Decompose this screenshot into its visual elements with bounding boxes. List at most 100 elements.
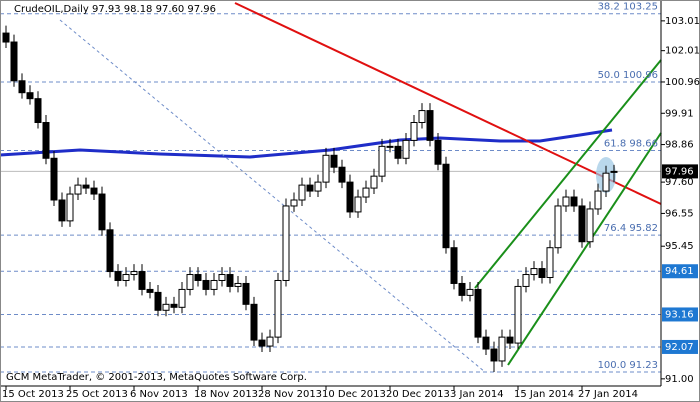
candle-body [274,279,282,338]
y-tick-label: 96.55 [665,208,694,219]
candle-body [114,271,122,281]
candle-body [394,145,402,159]
candle-body [458,282,466,296]
x-tick-label: 15 Jan 2014 [514,389,574,400]
candle-body [362,187,370,198]
candle-body [10,41,18,82]
fib-label: 38.2 103.25 [598,2,658,13]
candle-body [354,196,362,213]
candle-body [58,199,66,222]
candle-body [234,282,242,287]
y-tick-label: 97.60 [665,177,694,188]
candle-body [106,229,114,273]
candle-body [26,92,34,100]
x-tick-label: 3 Jan 2014 [450,389,504,400]
candle-body [226,274,234,287]
candle-body [186,274,194,290]
candle-body [570,196,578,207]
candle-body [586,208,594,243]
trend-line-dotted [59,19,486,373]
moving-average [0,128,613,159]
candle-body [466,288,474,296]
candle-body [154,291,162,311]
candle-body [282,205,290,281]
x-tick-label: 27 Jan 2014 [578,389,638,400]
candle-body [378,145,386,177]
candle-body [50,157,58,201]
candle-body [146,288,154,293]
candle-body [170,303,178,308]
candle-body [610,170,618,173]
candle-body [410,122,418,141]
candle-body [474,288,482,338]
candle-body [450,247,458,284]
candle-body [82,184,90,189]
y-tick-label: 102.01 [665,46,700,57]
y-tick-label: 98.86 [665,140,694,151]
x-tick-label: 28 Nov 2013 [258,389,322,400]
candle-body [514,285,522,344]
x-tick-label: 25 Oct 2013 [66,389,128,400]
price-marker-label: 92.07 [665,342,694,353]
candles [2,25,618,372]
candle-body [210,279,218,290]
fib-label: 61.8 98.66 [604,139,658,150]
candle-body [98,193,106,231]
x-tick-label: 6 Nov 2013 [130,389,188,400]
candle-body [490,348,498,362]
candle-body [538,268,546,279]
candle-body [122,274,130,281]
candle-body [418,110,426,124]
price-marker [662,164,698,179]
candle-body [218,274,226,281]
candle-body [338,166,346,183]
x-tick-label: 10 Dec 2013 [322,389,386,400]
candle-body [138,271,146,290]
fib-label: 76.4 95.82 [604,223,658,234]
price-marker [662,264,698,279]
candle-body [202,279,210,290]
candle-body [442,163,450,249]
y-tick-label: 99.91 [665,108,694,119]
candle-body [258,339,266,347]
candle-body [498,336,506,362]
candle-body [90,187,98,195]
candle-body [434,139,442,165]
candle-body [2,32,10,43]
candle-body [162,303,170,311]
x-tick-label: 18 Nov 2013 [194,389,258,400]
fib-label: 50.0 100.96 [598,70,658,81]
price-marker-label: 97.96 [665,166,694,177]
candle-body [506,336,514,344]
candle-body [530,268,538,276]
candle-body [402,139,410,159]
price-marker-label: 94.61 [665,266,694,277]
candle-body [546,247,554,279]
fib-label: 100.0 91.23 [598,360,658,371]
candle-body [594,190,602,210]
candle-body [322,154,330,183]
y-tick-label: 100.96 [665,77,700,88]
candle-body [426,110,434,141]
candle-body [314,181,322,192]
candle-body [66,193,74,222]
candle-body [250,303,258,341]
candle-body [18,80,26,94]
candle-body [306,184,314,192]
candle-body [370,175,378,189]
price-marker-label: 93.16 [665,309,694,320]
candle-body [386,145,394,148]
channel-upper [474,59,662,289]
price-marker [662,339,698,354]
x-tick-label: 15 Oct 2013 [2,389,64,400]
candle-body [562,196,570,207]
candle-body [178,288,186,308]
candle-body [130,271,138,276]
candle-body [554,205,562,249]
y-tick-label: 91.00 [665,374,694,385]
candle-body [194,274,202,281]
channel-lower [507,132,662,366]
candle-body [34,98,42,124]
footer: GCM MetaTrader, © 2001-2013, MetaQuotes … [6,372,307,383]
